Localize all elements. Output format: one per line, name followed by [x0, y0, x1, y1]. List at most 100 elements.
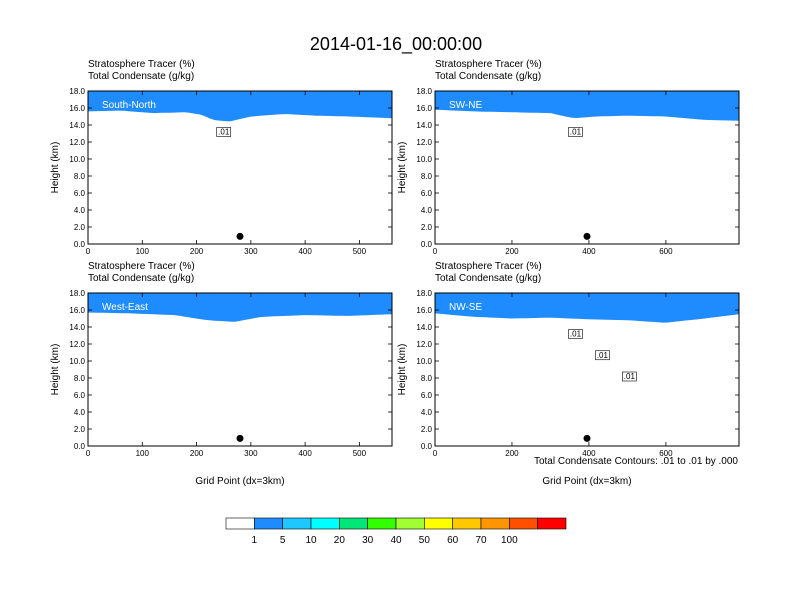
y-tick-label: 14.0: [69, 121, 85, 130]
figure-title: 2014-01-16_00:00:00: [310, 34, 482, 55]
colorbar-label: 5: [280, 535, 286, 546]
y-axis-label: Height (km): [397, 344, 408, 396]
y-tick-label: 14.0: [416, 121, 432, 130]
x-tick-label: 0: [433, 449, 438, 458]
panel-west-east: Stratosphere Tracer (%)Total Condensate …: [50, 261, 393, 487]
panel-south-north: Stratosphere Tracer (%)Total Condensate …: [50, 59, 393, 256]
colorbar-swatch: [395, 517, 425, 530]
x-tick-label: 100: [136, 247, 150, 256]
y-tick-label: 12.0: [69, 138, 85, 147]
y-tick-label: 10.0: [69, 155, 85, 164]
x-tick-label: 200: [190, 247, 204, 256]
y-tick-label: 18.0: [416, 289, 432, 298]
plot-frame: [87, 90, 393, 245]
y-tick-label: 2.0: [74, 223, 86, 232]
reference-point-marker: [583, 434, 591, 442]
colorbar-swatch: [452, 517, 482, 530]
y-tick-label: 6.0: [421, 189, 433, 198]
contour-label-box: [568, 329, 583, 339]
x-tick-label: 500: [353, 247, 367, 256]
x-tick-label: 500: [353, 449, 367, 458]
panel-title-tracer: Stratosphere Tracer (%): [88, 59, 195, 70]
colorbar-swatch: [282, 517, 312, 530]
plot-frame: [434, 292, 740, 447]
panel-nw-se: Stratosphere Tracer (%)Total Condensate …: [397, 261, 740, 487]
x-tick-label: 400: [582, 247, 596, 256]
x-tick-label: 200: [505, 247, 519, 256]
plot-frame: [434, 90, 740, 245]
y-tick-label: 4.0: [421, 408, 433, 417]
y-tick-label: 10.0: [416, 155, 432, 164]
contour-label-box: [568, 127, 583, 137]
x-tick-label: 0: [86, 449, 91, 458]
colorbar-swatch: [480, 517, 510, 530]
tracer-band: [88, 91, 392, 122]
y-tick-label: 0.0: [421, 442, 433, 451]
colorbar-swatch: [509, 517, 538, 530]
panel-sw-ne: Stratosphere Tracer (%)Total Condensate …: [397, 59, 740, 256]
panel-title-tracer: Stratosphere Tracer (%): [88, 261, 195, 272]
y-tick-label: 16.0: [69, 104, 85, 113]
y-tick-label: 12.0: [69, 340, 85, 349]
y-tick-label: 0.0: [74, 442, 86, 451]
contour-label-box: [622, 371, 637, 382]
contour-note: Total Condensate Contours: .01 to .01 by…: [534, 456, 738, 467]
colorbar-label: 100: [501, 535, 518, 546]
panel-title-condensate: Total Condensate (g/kg): [88, 273, 194, 284]
y-tick-label: 4.0: [421, 206, 433, 215]
y-tick-label: 2.0: [421, 223, 433, 232]
x-tick-label: 0: [86, 247, 91, 256]
panel-name: West-East: [102, 302, 148, 313]
x-tick-label: 100: [136, 449, 150, 458]
y-tick-label: 18.0: [69, 289, 85, 298]
panel-name: SW-NE: [449, 100, 482, 111]
tracer-field: [88, 293, 392, 322]
y-tick-label: 16.0: [69, 306, 85, 315]
y-tick-label: 14.0: [69, 323, 85, 332]
panel-name: South-North: [102, 100, 156, 111]
tracer-band: [435, 91, 739, 121]
x-axis-label: Grid Point (dx=3km): [195, 476, 284, 487]
panel-title-condensate: Total Condensate (g/kg): [88, 71, 194, 82]
y-tick-label: 0.0: [421, 240, 433, 249]
colorbar-swatch: [225, 517, 255, 530]
colorbar-label: 30: [362, 535, 374, 546]
y-tick-label: 10.0: [416, 357, 432, 366]
x-tick-label: 600: [659, 449, 673, 458]
contour-label: .01: [570, 128, 582, 137]
colorbar-label: 20: [334, 535, 346, 546]
reference-point-marker: [236, 434, 244, 442]
y-tick-label: 16.0: [416, 104, 432, 113]
y-tick-label: 2.0: [421, 425, 433, 434]
colorbar-label: 50: [419, 535, 431, 546]
tracer-band: [435, 293, 739, 323]
contour-label: .01: [597, 351, 609, 360]
y-tick-label: 8.0: [74, 172, 86, 181]
tracer-field: [435, 91, 739, 121]
y-tick-label: 18.0: [69, 87, 85, 96]
y-tick-label: 0.0: [74, 240, 86, 249]
x-tick-label: 400: [298, 449, 312, 458]
panel-title-condensate: Total Condensate (g/kg): [435, 273, 541, 284]
y-axis-label: Height (km): [50, 344, 61, 396]
y-tick-label: 4.0: [74, 206, 86, 215]
colorbar-swatch: [367, 517, 397, 530]
x-tick-label: 300: [244, 247, 258, 256]
tracer-field: [435, 293, 739, 323]
y-tick-label: 12.0: [416, 138, 432, 147]
colorbar: 1 5 10 20 30 40 50 60 70 100: [225, 517, 567, 546]
contour-label-box: [595, 350, 610, 361]
reference-point-marker: [583, 232, 591, 240]
x-tick-label: 200: [190, 449, 204, 458]
colorbar-label: 10: [305, 535, 317, 546]
y-tick-label: 6.0: [74, 189, 86, 198]
colorbar-swatch: [537, 517, 567, 530]
y-tick-label: 8.0: [421, 374, 433, 383]
y-tick-label: 6.0: [74, 391, 86, 400]
y-tick-label: 8.0: [74, 374, 86, 383]
contour-label-box: [216, 127, 232, 137]
colorbar-swatch: [339, 517, 368, 530]
x-tick-label: 600: [659, 247, 673, 256]
x-tick-label: 400: [298, 247, 312, 256]
